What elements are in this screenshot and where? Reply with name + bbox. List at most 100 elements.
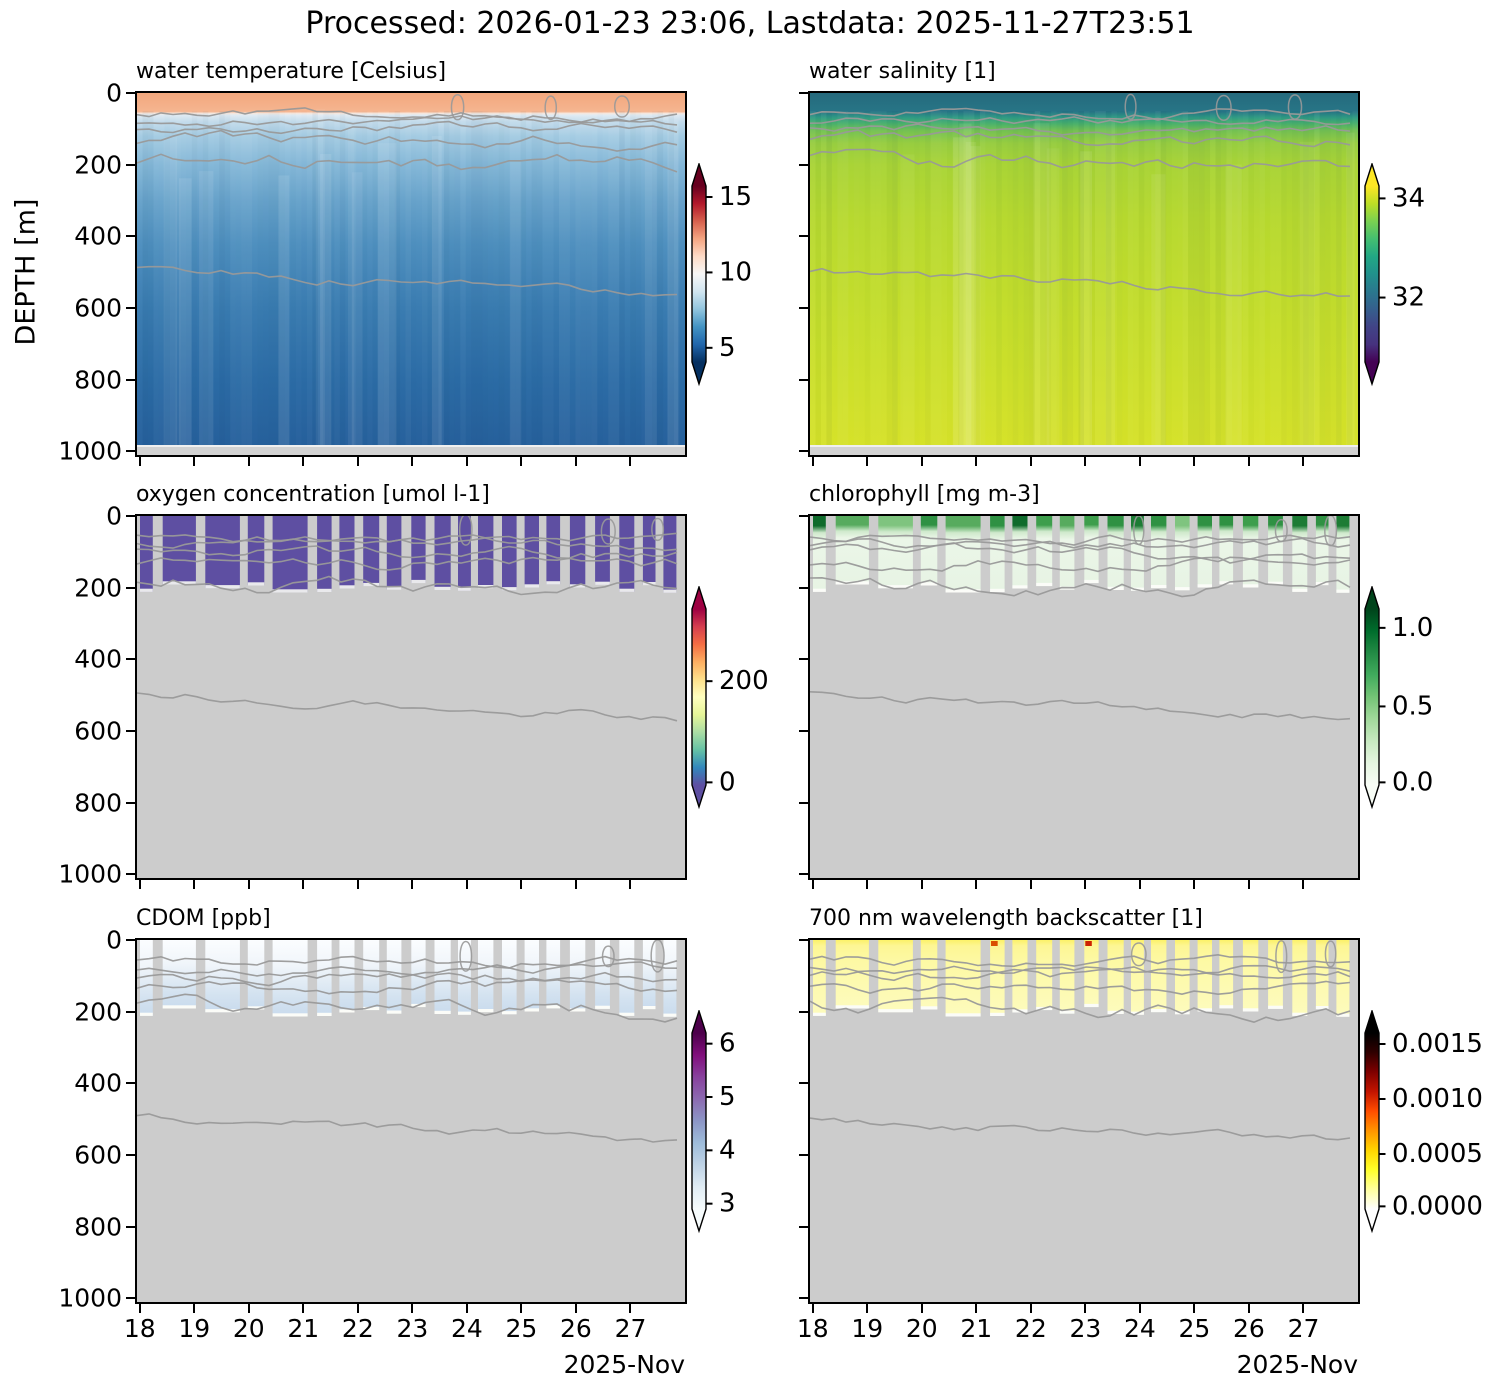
profile-column-texture bbox=[826, 111, 1355, 455]
contour-line bbox=[137, 979, 678, 995]
x-tick-mark bbox=[1302, 1304, 1305, 1313]
heatmap-chlorophyll bbox=[810, 516, 1358, 878]
colorbar-tick-label: 1.0 bbox=[1392, 613, 1433, 643]
x-tick-mark bbox=[465, 880, 468, 889]
y-tick-mark bbox=[126, 163, 135, 166]
y-tick-mark bbox=[799, 658, 808, 661]
x-tick-label: 20 bbox=[232, 1314, 265, 1343]
x-tick-label: 25 bbox=[1178, 1314, 1211, 1343]
y-tick-mark bbox=[799, 378, 808, 381]
profile-column bbox=[1084, 940, 1099, 1007]
x-tick-mark bbox=[1029, 880, 1032, 889]
figure-title: Processed: 2026-01-23 23:06, Lastdata: 2… bbox=[305, 6, 1195, 41]
profile-column bbox=[546, 940, 561, 1009]
profile-column bbox=[1175, 940, 1190, 1015]
profile-column bbox=[339, 516, 355, 589]
y-tick-mark bbox=[126, 307, 135, 310]
y-tick-label: 400 bbox=[74, 1068, 122, 1098]
profile-column-bottom bbox=[524, 1008, 539, 1012]
x-tick-mark bbox=[975, 1304, 978, 1313]
profile-column-bottom bbox=[813, 1012, 826, 1016]
contour-line bbox=[137, 115, 678, 128]
profile-column-bottom bbox=[835, 1005, 869, 1009]
colorbar-outline bbox=[1364, 584, 1380, 810]
y-tick-mark bbox=[126, 658, 135, 661]
colorbar-tick-label: 3 bbox=[719, 1189, 736, 1219]
x-tick-label: 24 bbox=[1123, 1314, 1156, 1343]
y-tick-mark bbox=[126, 939, 135, 941]
x-tick-mark bbox=[1138, 1304, 1141, 1313]
x-tick-label: 22 bbox=[341, 1314, 374, 1343]
x-tick-mark bbox=[356, 1304, 359, 1313]
profile-column bbox=[1336, 940, 1350, 1017]
y-tick-label: 200 bbox=[74, 573, 122, 603]
y-tick-label: 400 bbox=[74, 221, 122, 251]
x-tick-mark bbox=[1302, 880, 1305, 889]
x-tick-mark bbox=[975, 457, 978, 466]
contour-loop bbox=[1215, 94, 1232, 122]
profile-column-bottom bbox=[1315, 1006, 1329, 1010]
x-tick-mark bbox=[193, 1304, 196, 1313]
profile-column bbox=[411, 516, 426, 583]
x-tick-label: 25 bbox=[505, 1314, 538, 1343]
colorbar-over-arrow bbox=[1365, 1011, 1379, 1033]
y-tick-mark bbox=[799, 307, 808, 310]
x-tick-mark bbox=[356, 457, 359, 466]
profile-column-bottom bbox=[363, 1006, 380, 1011]
x-tick-mark bbox=[1029, 1304, 1032, 1313]
x-tick-mark bbox=[411, 1304, 414, 1313]
plot-backscatter bbox=[808, 938, 1360, 1304]
x-tick-mark bbox=[975, 880, 978, 889]
contour-loop bbox=[1130, 942, 1147, 967]
y-tick-mark bbox=[799, 1010, 808, 1013]
contour-loop bbox=[459, 940, 473, 972]
x-tick-mark bbox=[1138, 457, 1141, 466]
profile-column bbox=[1197, 940, 1212, 1012]
profile-column-bottom bbox=[434, 586, 451, 590]
profile-column bbox=[813, 516, 826, 592]
contour-loop bbox=[1133, 516, 1145, 546]
x-tick-mark bbox=[1029, 457, 1032, 466]
colorbar-over-arrow bbox=[692, 587, 706, 609]
x-tick-mark bbox=[629, 880, 632, 889]
y-tick-mark bbox=[126, 378, 135, 381]
y-tick-mark bbox=[799, 586, 808, 589]
contour-line bbox=[810, 534, 1351, 546]
profile-column bbox=[546, 516, 561, 585]
contour-line bbox=[137, 971, 678, 987]
y-tick-mark bbox=[799, 1154, 808, 1157]
profile-column-bottom bbox=[569, 1008, 586, 1012]
contour-loop bbox=[651, 517, 665, 542]
x-tick-mark bbox=[1247, 880, 1250, 889]
heatmap-cdom bbox=[137, 940, 685, 1302]
profile-column-bottom bbox=[1107, 586, 1124, 590]
x-tick-mark bbox=[574, 880, 577, 889]
y-tick-mark bbox=[799, 939, 808, 941]
x-tick-mark bbox=[1302, 457, 1305, 466]
profile-column bbox=[434, 516, 451, 590]
profile-column-bottom bbox=[1336, 589, 1350, 593]
profile-column-bottom bbox=[546, 1005, 561, 1009]
panel-title-cdom: CDOM [ppb] bbox=[136, 906, 271, 931]
profile-column-bottom bbox=[1292, 588, 1308, 592]
x-tick-mark bbox=[520, 1304, 523, 1313]
profile-column-bottom bbox=[272, 589, 308, 593]
y-tick-label: 0 bbox=[106, 78, 122, 108]
colorbar-over-arrow bbox=[692, 164, 706, 186]
colorbar-tick-label: 10 bbox=[719, 257, 752, 287]
profile-column-bottom bbox=[1151, 1009, 1167, 1013]
plot-temperature bbox=[135, 91, 687, 457]
heatmap-temperature bbox=[137, 93, 685, 455]
profile-column bbox=[663, 940, 677, 1017]
colorbar-svg-backscatter: 0.0015 0.0010 0.0005 0.0000 bbox=[1364, 1008, 1483, 1234]
x-tick-mark bbox=[920, 880, 923, 889]
profile-column-bottom bbox=[386, 586, 402, 590]
profile-column-bottom bbox=[458, 587, 471, 591]
colorbar-gradient bbox=[692, 186, 706, 362]
profile-column bbox=[1268, 940, 1283, 1009]
profile-column-bottom bbox=[386, 1010, 402, 1014]
profile-column bbox=[1012, 516, 1028, 589]
x-tick-mark bbox=[302, 457, 305, 466]
contour-line bbox=[137, 692, 678, 722]
profile-column bbox=[595, 516, 610, 585]
